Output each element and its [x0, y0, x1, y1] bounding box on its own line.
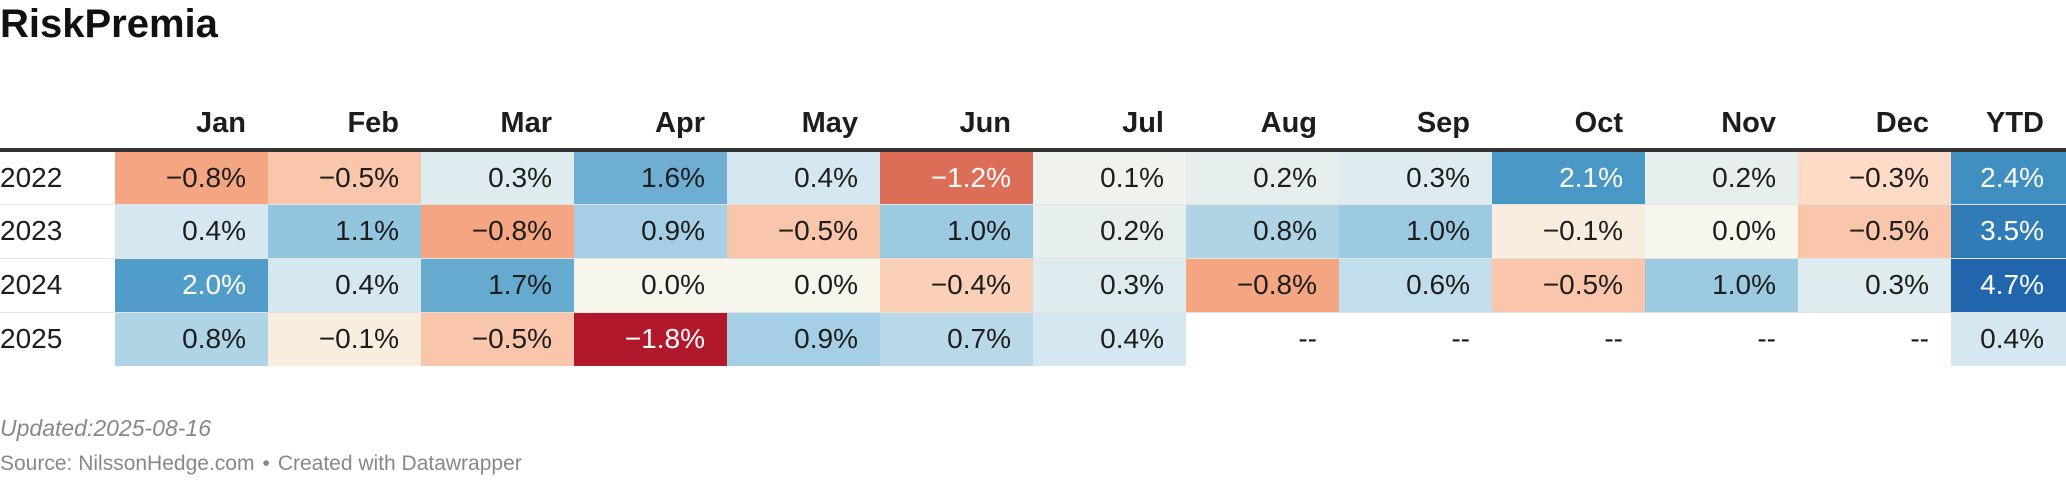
heatmap-cell-2023-dec: −0.5%: [1798, 204, 1951, 259]
updated-note: Updated:2025-08-16: [0, 415, 211, 441]
source-line: Source: NilssonHedge.com • Created with Da…: [0, 452, 522, 476]
heatmap-cell-2024-jul: 0.3%: [1033, 258, 1186, 313]
table-row: 2023 0.4% 1.1% −0.8% 0.9% −0.5% 1.0% 0.2% 0.8% 1.…: [0, 204, 2066, 259]
heatmap-cell-2022-mar: 0.3%: [421, 150, 574, 205]
row-label-2022: 2022: [0, 150, 115, 205]
heatmap-cell-2024-jun: −0.4%: [880, 258, 1033, 313]
column-header-mar: Mar: [421, 98, 574, 152]
heatmap-cell-2023-ytd: 3.5%: [1951, 204, 2066, 259]
heatmap-cell-2025-oct: --: [1492, 312, 1645, 366]
column-header-ytd: YTD: [1951, 98, 2066, 152]
heatmap-cell-2023-jul: 0.2%: [1033, 204, 1186, 259]
heatmap-cell-2022-ytd: 2.4%: [1951, 150, 2066, 205]
heatmap-cell-2025-nov: --: [1645, 312, 1798, 366]
heatmap-cell-2024-dec: 0.3%: [1798, 258, 1951, 313]
heatmap-cell-2022-aug: 0.2%: [1186, 150, 1339, 205]
heatmap-cell-2022-feb: −0.5%: [268, 150, 421, 205]
heatmap-cell-2022-oct: 2.1%: [1492, 150, 1645, 205]
heatmap-cell-2022-may: 0.4%: [727, 150, 880, 205]
heatmap-cell-2022-sep: 0.3%: [1339, 150, 1492, 205]
year-column-header: [0, 98, 115, 152]
heatmap-body: 2022 −0.8% −0.5% 0.3% 1.6% 0.4% −1.2% 0.1% 0.2% 0…: [0, 150, 2066, 366]
heatmap-cell-2023-oct: −0.1%: [1492, 204, 1645, 259]
heatmap-cell-2024-oct: −0.5%: [1492, 258, 1645, 313]
column-header-jan: Jan: [115, 98, 268, 152]
column-header-aug: Aug: [1186, 98, 1339, 152]
heatmap-cell-2025-sep: --: [1339, 312, 1492, 366]
heatmap-cell-2024-aug: −0.8%: [1186, 258, 1339, 313]
column-header-nov: Nov: [1645, 98, 1798, 152]
heatmap-cell-2024-mar: 1.7%: [421, 258, 574, 313]
heatmap-cell-2022-nov: 0.2%: [1645, 150, 1798, 205]
heatmap-cell-2025-aug: --: [1186, 312, 1339, 366]
heatmap-cell-2024-apr: 0.0%: [574, 258, 727, 313]
table-row: 2025 0.8% −0.1% −0.5% −1.8% 0.9% 0.7% 0.4% -- -- -…: [0, 312, 2066, 366]
table-row: 2022 −0.8% −0.5% 0.3% 1.6% 0.4% −1.2% 0.1% 0.2% 0…: [0, 150, 2066, 205]
heatmap-cell-2024-jan: 2.0%: [115, 258, 268, 313]
heatmap-cell-2023-jan: 0.4%: [115, 204, 268, 259]
heatmap-cell-2023-mar: −0.8%: [421, 204, 574, 259]
source-text: Source: NilssonHedge.com: [0, 452, 255, 475]
heatmap-cell-2022-apr: 1.6%: [574, 150, 727, 205]
heatmap-cell-2023-may: −0.5%: [727, 204, 880, 259]
credit-text: Created with Datawrapper: [277, 452, 522, 475]
heatmap-cell-2025-mar: −0.5%: [421, 312, 574, 366]
heatmap-cell-2024-feb: 0.4%: [268, 258, 421, 313]
heatmap-cell-2022-jun: −1.2%: [880, 150, 1033, 205]
heatmap-cell-2023-aug: 0.8%: [1186, 204, 1339, 259]
heatmap-cell-2024-nov: 1.0%: [1645, 258, 1798, 313]
heatmap-cell-2025-ytd: 0.4%: [1951, 312, 2066, 366]
chart-title: RiskPremia: [0, 2, 218, 46]
table-row: 2024 2.0% 0.4% 1.7% 0.0% 0.0% −0.4% 0.3% −0.8% 0.…: [0, 258, 2066, 313]
heatmap-cell-2024-ytd: 4.7%: [1951, 258, 2066, 313]
heatmap-cell-2024-sep: 0.6%: [1339, 258, 1492, 313]
heatmap-cell-2023-apr: 0.9%: [574, 204, 727, 259]
column-header-may: May: [727, 98, 880, 152]
column-header-oct: Oct: [1492, 98, 1645, 152]
heatmap-cell-2023-feb: 1.1%: [268, 204, 421, 259]
column-header-jul: Jul: [1033, 98, 1186, 152]
heatmap-cell-2025-jan: 0.8%: [115, 312, 268, 366]
column-header-apr: Apr: [574, 98, 727, 152]
heatmap-cell-2022-jan: −0.8%: [115, 150, 268, 205]
heatmap-cell-2025-feb: −0.1%: [268, 312, 421, 366]
heatmap-cell-2025-apr: −1.8%: [574, 312, 727, 366]
heatmap-cell-2025-jun: 0.7%: [880, 312, 1033, 366]
column-header-feb: Feb: [268, 98, 421, 152]
heatmap-cell-2022-dec: −0.3%: [1798, 150, 1951, 205]
heatmap-cell-2025-dec: --: [1798, 312, 1951, 366]
heatmap-table: Jan Feb Mar Apr May Jun Jul Aug Sep Oct Nov Dec YTD …: [0, 98, 2066, 366]
column-header-sep: Sep: [1339, 98, 1492, 152]
heatmap-cell-2023-jun: 1.0%: [880, 204, 1033, 259]
row-label-2024: 2024: [0, 258, 115, 313]
heatmap-cell-2025-jul: 0.4%: [1033, 312, 1186, 366]
row-label-2023: 2023: [0, 204, 115, 259]
heatmap-cell-2023-nov: 0.0%: [1645, 204, 1798, 259]
heatmap-cell-2023-sep: 1.0%: [1339, 204, 1492, 259]
row-label-2025: 2025: [0, 312, 115, 366]
column-header-jun: Jun: [880, 98, 1033, 152]
heatmap-cell-2022-jul: 0.1%: [1033, 150, 1186, 205]
heatmap-cell-2024-may: 0.0%: [727, 258, 880, 313]
column-header-dec: Dec: [1798, 98, 1951, 152]
header-row: Jan Feb Mar Apr May Jun Jul Aug Sep Oct Nov Dec YTD: [0, 98, 2066, 152]
source-separator: •: [262, 452, 270, 475]
heatmap-cell-2025-may: 0.9%: [727, 312, 880, 366]
